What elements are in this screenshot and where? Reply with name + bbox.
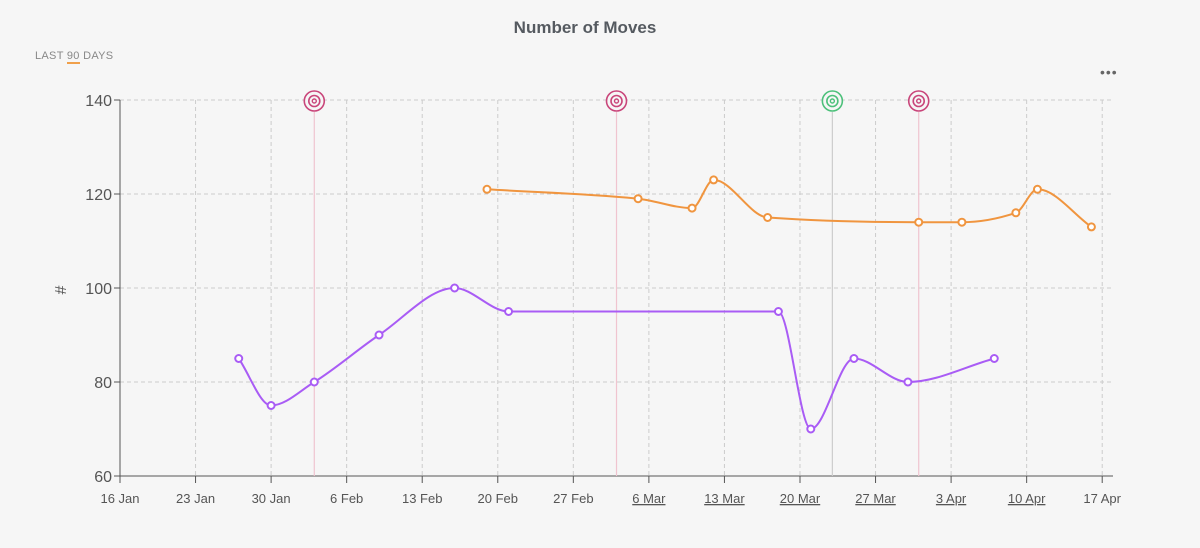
range-selector[interactable]: LAST 90 DAYS [35, 50, 114, 64]
event-marker[interactable] [907, 90, 930, 476]
x-tick-label[interactable]: 3 Apr [936, 491, 967, 506]
data-point[interactable] [482, 184, 492, 194]
x-tick-label: 30 Jan [252, 491, 291, 506]
series-line [486, 178, 1092, 228]
target-center [829, 98, 836, 104]
data-point[interactable] [1032, 184, 1042, 194]
data-point[interactable] [234, 354, 244, 363]
y-tick-label: 80 [94, 375, 112, 392]
x-tick-label: 23 Jan [176, 491, 215, 506]
target-center [613, 98, 620, 104]
data-point[interactable] [266, 401, 276, 410]
x-tick-label[interactable]: 27 Mar [855, 491, 896, 506]
data-point[interactable] [914, 217, 924, 227]
target-icon [907, 90, 930, 112]
y-tick-label: 140 [85, 93, 112, 110]
y-tick-label: 60 [94, 469, 112, 486]
y-tick-label: 120 [85, 187, 112, 204]
x-tick-label: 13 Feb [402, 491, 442, 506]
data-point[interactable] [374, 330, 384, 340]
x-tick-label: 20 Feb [478, 491, 518, 506]
data-point[interactable] [806, 424, 816, 434]
more-options-icon[interactable]: ••• [1100, 64, 1118, 80]
chart-title: Number of Moves [513, 18, 657, 37]
x-tick-label[interactable]: 10 Apr [1008, 491, 1046, 506]
data-point[interactable] [450, 283, 460, 293]
target-ring [826, 94, 839, 108]
range-suffix: DAYS [83, 50, 114, 62]
target-icon [821, 90, 844, 112]
event-marker[interactable] [821, 90, 844, 476]
data-point[interactable] [1086, 222, 1096, 232]
data-point[interactable] [957, 217, 967, 227]
data-point[interactable] [849, 354, 859, 363]
x-tick-label[interactable]: 13 Mar [704, 491, 745, 506]
target-ring [307, 94, 321, 108]
data-point[interactable] [633, 194, 643, 204]
target-center [311, 98, 317, 104]
data-point[interactable] [903, 377, 913, 387]
target-ring [610, 94, 623, 108]
y-tick-label: 100 [85, 281, 112, 298]
x-tick-label: 27 Feb [553, 491, 593, 506]
data-point[interactable] [504, 307, 514, 316]
data-point[interactable] [309, 377, 319, 387]
target-ring [912, 94, 926, 108]
x-tick-label[interactable]: 20 Mar [780, 491, 821, 506]
x-tick-label: 17 Apr [1083, 491, 1121, 506]
target-icon [605, 90, 628, 112]
data-point[interactable] [989, 354, 999, 363]
target-center [916, 98, 922, 104]
x-tick-label: 6 Feb [330, 491, 363, 506]
y-axis-label: # [53, 285, 70, 294]
target-icon [303, 90, 326, 112]
data-point[interactable] [709, 175, 719, 185]
data-point[interactable] [773, 307, 783, 316]
event-marker[interactable] [605, 90, 628, 476]
data-point[interactable] [763, 213, 773, 222]
data-point[interactable] [1011, 208, 1021, 218]
data-point[interactable] [687, 203, 697, 213]
x-tick-label[interactable]: 6 Mar [632, 491, 666, 506]
range-prefix: LAST [35, 50, 64, 62]
range-days[interactable]: 90 [66, 50, 80, 64]
event-marker[interactable] [303, 90, 326, 476]
x-tick-label: 16 Jan [100, 491, 139, 506]
